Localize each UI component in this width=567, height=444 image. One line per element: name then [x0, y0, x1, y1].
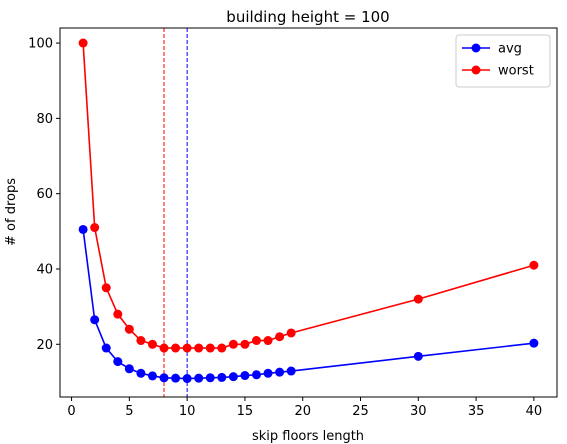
x-tick-label: 0 [67, 404, 75, 419]
point-avg-6 [136, 368, 146, 378]
point-worst-4 [113, 309, 123, 319]
point-worst-16 [251, 336, 261, 346]
x-tick-label: 5 [125, 404, 133, 419]
point-worst-30 [413, 294, 423, 304]
point-worst-15 [240, 339, 250, 349]
point-avg-14 [228, 372, 238, 382]
point-avg-13 [217, 372, 227, 382]
point-avg-4 [113, 357, 123, 367]
x-tick-label: 25 [352, 404, 369, 419]
y-tick-label: 40 [36, 262, 53, 277]
point-worst-10 [182, 343, 192, 353]
point-worst-2 [90, 223, 100, 233]
point-avg-11 [194, 373, 204, 383]
point-worst-13 [217, 343, 227, 353]
point-worst-17 [263, 336, 273, 346]
legend-marker-avg [471, 43, 481, 53]
x-tick-label: 20 [294, 404, 311, 419]
point-worst-40 [529, 260, 539, 270]
legend-label-avg: avg [498, 42, 522, 57]
point-worst-12 [205, 343, 215, 353]
chart-title: building height = 100 [226, 8, 389, 26]
x-axis: 0 5 10 15 20 25 30 35 40 [67, 397, 542, 419]
point-worst-18 [275, 332, 285, 342]
legend: avg worst [455, 34, 551, 88]
point-avg-16 [251, 370, 261, 380]
x-tick-label: 30 [410, 404, 427, 419]
point-avg-17 [263, 368, 273, 378]
legend-label-worst: worst [498, 64, 534, 79]
legend-marker-worst [471, 65, 481, 75]
point-worst-7 [147, 339, 157, 349]
point-worst-5 [124, 324, 134, 334]
x-tick-label: 35 [468, 404, 485, 419]
point-avg-7 [147, 371, 157, 381]
point-avg-9 [171, 373, 181, 383]
point-avg-40 [529, 338, 539, 348]
y-tick-label: 80 [36, 112, 53, 127]
point-avg-18 [275, 367, 285, 377]
x-tick-label: 10 [179, 404, 196, 419]
point-avg-10 [182, 374, 192, 384]
y-tick-label: 20 [36, 338, 53, 353]
point-avg-3 [101, 343, 111, 353]
point-avg-15 [240, 371, 250, 381]
x-axis-label: skip floors length [252, 429, 364, 444]
y-axis: 20 40 60 80 100 [28, 37, 60, 353]
plot-frame [59, 27, 558, 398]
plot-area [78, 28, 539, 397]
point-avg-30 [413, 351, 423, 361]
y-axis-label: # of drops [4, 178, 19, 246]
x-tick-label: 40 [526, 404, 543, 419]
point-avg-1 [78, 224, 88, 234]
point-avg-2 [90, 315, 100, 325]
x-tick-label: 15 [237, 404, 254, 419]
point-worst-14 [228, 339, 238, 349]
point-worst-1 [78, 38, 88, 48]
point-avg-12 [205, 373, 215, 383]
point-avg-5 [124, 364, 134, 374]
y-tick-label: 100 [28, 37, 53, 52]
point-worst-6 [136, 336, 146, 346]
point-avg-19 [286, 366, 296, 376]
y-tick-label: 60 [36, 187, 53, 202]
point-worst-8 [159, 343, 169, 353]
point-worst-19 [286, 328, 296, 338]
point-worst-9 [171, 343, 181, 353]
point-worst-3 [101, 283, 111, 293]
point-worst-11 [194, 343, 204, 353]
point-avg-8 [159, 373, 169, 383]
